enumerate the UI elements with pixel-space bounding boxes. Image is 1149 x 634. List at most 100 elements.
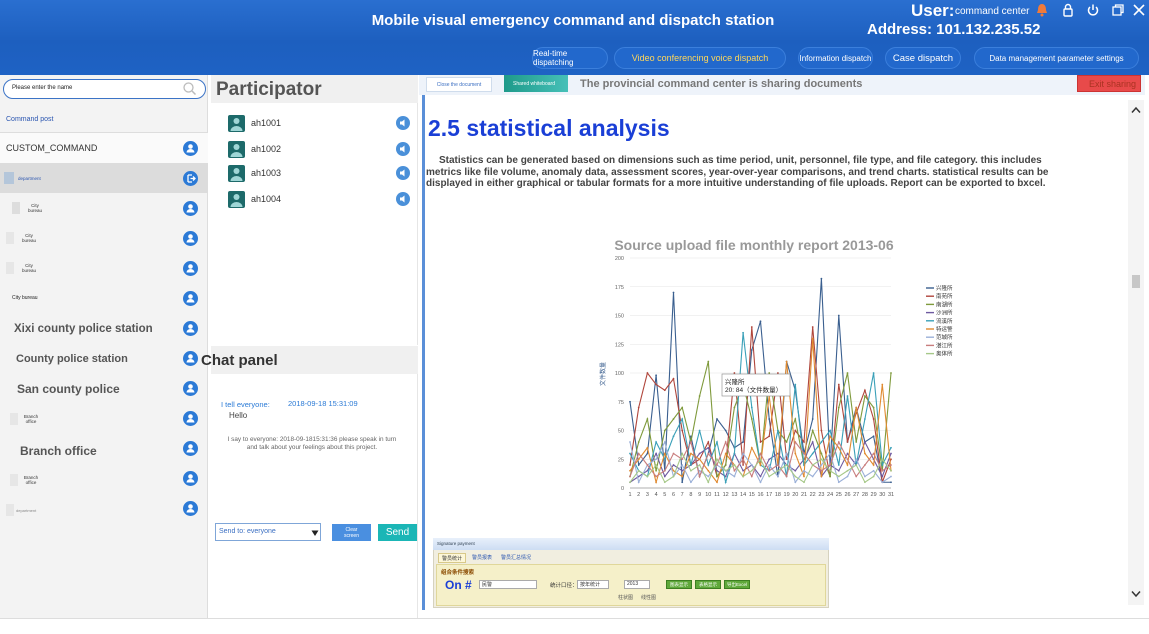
x-tick-label: 23	[818, 492, 824, 498]
y-tick-label: 175	[615, 285, 624, 291]
send-to-select[interactable]: Send to: everyone	[215, 523, 321, 541]
scroll-thumb[interactable]	[1132, 275, 1140, 288]
participant-row[interactable]: ah1002	[228, 140, 281, 158]
tree-item-department-2[interactable]: department	[0, 495, 208, 525]
data-point	[733, 469, 736, 472]
data-point	[890, 469, 892, 472]
tree-item-custom-command[interactable]: CUSTOM_COMMAND	[0, 133, 208, 163]
tree-item-city-bureau-4[interactable]: City bureau	[0, 283, 208, 313]
data-point	[890, 372, 892, 374]
shared-whiteboard-button[interactable]: Shared whiteboard	[504, 75, 568, 92]
legend-label: 南湖所	[936, 300, 953, 308]
bell-icon[interactable]	[1035, 3, 1049, 17]
form-chart-display-button[interactable]: 图表显示	[666, 580, 692, 589]
chat-title: Chat panel	[201, 352, 278, 369]
nav-video-conferencing[interactable]: Video conferencing voice dispatch	[614, 47, 786, 69]
logout-icon[interactable]	[183, 171, 198, 186]
legend-label: 兴隆所	[936, 284, 953, 292]
x-tick-label: 17	[766, 492, 772, 498]
doc-left-rule	[422, 95, 425, 610]
command-post-label[interactable]: Command post	[6, 116, 54, 123]
blurred-avatar	[10, 413, 18, 425]
lock-icon[interactable]	[1061, 3, 1075, 17]
chat-message-sender: I tell everyone:	[221, 400, 270, 409]
legend-label: 南苑所	[936, 292, 953, 300]
data-point	[663, 475, 666, 478]
form-tab[interactable]: 警员统计	[438, 553, 467, 563]
form-tab[interactable]: 警员汇总情况	[501, 555, 532, 561]
user-icon[interactable]	[183, 201, 198, 216]
speaker-icon[interactable]	[396, 166, 410, 180]
user-icon[interactable]	[183, 411, 198, 426]
close-icon[interactable]	[1132, 3, 1146, 17]
tooltip-title: 兴隆所	[725, 377, 745, 386]
form-year-select[interactable]: 2013	[624, 580, 650, 589]
nav-realtime-dispatching[interactable]: Real-time dispatching	[532, 47, 608, 69]
user-icon[interactable]	[183, 321, 198, 336]
user-icon[interactable]	[183, 141, 198, 156]
search-placeholder: Please enter the name	[12, 85, 73, 91]
data-point	[864, 475, 866, 478]
blurred-avatar	[6, 504, 14, 516]
scroll-up-icon[interactable]	[1131, 106, 1141, 114]
user-icon[interactable]	[183, 441, 198, 456]
tree-item-branch-office-1[interactable]: Branch office	[0, 404, 208, 434]
data-point	[829, 429, 831, 432]
speaker-icon[interactable]	[396, 142, 410, 156]
data-point	[837, 441, 840, 443]
exit-sharing-button[interactable]: Exit sharing	[1077, 75, 1141, 92]
user-icon[interactable]	[183, 351, 198, 366]
legend-label: 奥体所	[936, 350, 953, 358]
user-icon[interactable]	[183, 261, 198, 276]
data-point	[646, 469, 649, 472]
data-point	[794, 418, 797, 420]
document-scrollbar[interactable]	[1128, 100, 1144, 605]
send-button[interactable]: Send	[378, 524, 417, 541]
restore-window-icon[interactable]	[1111, 3, 1125, 17]
user-icon[interactable]	[183, 471, 198, 486]
data-point	[777, 429, 779, 432]
form-tab[interactable]: 警员报表	[472, 555, 493, 561]
participant-row[interactable]: ah1003	[228, 164, 281, 182]
data-point	[759, 452, 762, 455]
tree-item-san-county[interactable]: San county police	[0, 374, 208, 404]
close-document-button[interactable]: Close the document	[426, 77, 492, 92]
data-point	[803, 475, 805, 478]
tree-item-branch-office-3[interactable]: Branch office	[0, 465, 208, 495]
speaker-icon[interactable]	[396, 192, 410, 206]
nav-case-dispatch[interactable]: Case dispatch	[885, 47, 961, 69]
tree-item-branch-office-2[interactable]: Branch office	[0, 436, 208, 466]
search-input[interactable]	[3, 79, 206, 99]
form-link-bar[interactable]: 柱状图	[618, 595, 634, 601]
tree-item-city-bureau-1[interactable]: City bureau	[0, 193, 208, 223]
form-on-input[interactable]: 民警	[479, 580, 537, 589]
data-point	[672, 464, 675, 466]
user-icon[interactable]	[183, 291, 198, 306]
participant-row[interactable]: ah1001	[228, 114, 281, 132]
tree-item-xixi-county[interactable]: Xixi county police station	[0, 314, 208, 344]
participant-row[interactable]: ah1004	[228, 190, 281, 208]
tree-item-city-bureau-2[interactable]: City bureau	[0, 223, 208, 253]
form-table-display-button[interactable]: 表格显示	[695, 580, 721, 589]
user-icon[interactable]	[183, 381, 198, 396]
user-icon[interactable]	[183, 501, 198, 516]
form-export-excel-button[interactable]: 导出Excel	[724, 580, 750, 589]
x-tick-label: 29	[871, 492, 877, 498]
data-point	[855, 464, 858, 466]
nav-data-management[interactable]: Data management parameter settings	[974, 47, 1139, 69]
blurred-avatar	[4, 172, 14, 184]
tree-item-department-selected[interactable]: department	[0, 163, 208, 193]
tree-item-county-police[interactable]: County police station	[0, 344, 208, 374]
search-icon[interactable]	[182, 81, 197, 96]
user-icon[interactable]	[183, 231, 198, 246]
data-point	[707, 469, 710, 472]
clear-screen-button[interactable]: Clear screen	[332, 524, 371, 541]
form-link-line[interactable]: 线性图	[641, 595, 657, 601]
speaker-icon[interactable]	[396, 116, 410, 130]
x-tick-label: 3	[646, 492, 649, 498]
power-icon[interactable]	[1086, 3, 1100, 17]
scroll-down-icon[interactable]	[1131, 590, 1141, 598]
tree-item-city-bureau-3[interactable]: City bureau	[0, 253, 208, 283]
nav-information-dispatch[interactable]: Information dispatch	[798, 47, 873, 69]
form-stat-select[interactable]: 按年统计	[577, 580, 609, 589]
